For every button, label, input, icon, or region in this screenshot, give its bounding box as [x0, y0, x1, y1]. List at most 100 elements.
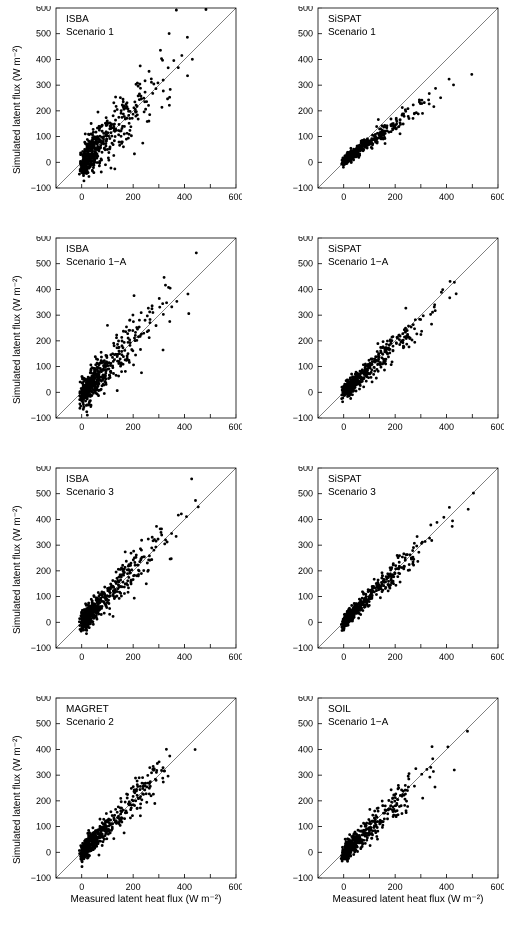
svg-text:600: 600 [228, 882, 242, 892]
svg-text:400: 400 [36, 284, 51, 294]
svg-text:600: 600 [298, 236, 313, 243]
svg-text:−100: −100 [293, 183, 313, 193]
svg-text:600: 600 [490, 422, 504, 432]
svg-text:200: 200 [388, 422, 403, 432]
y-axis-label: Simulated latent flux (W m⁻²) [12, 735, 23, 864]
svg-text:0: 0 [341, 192, 346, 202]
svg-text:200: 200 [126, 882, 141, 892]
svg-text:300: 300 [36, 540, 51, 550]
svg-text:100: 100 [298, 592, 313, 602]
svg-text:400: 400 [298, 54, 313, 64]
svg-text:600: 600 [298, 696, 313, 703]
svg-text:200: 200 [388, 652, 403, 662]
y-axis-label: Simulated latent flux (W m⁻²) [12, 505, 23, 634]
scatter-panel: 0200400600−1000100200300400500600ISBASce… [56, 468, 236, 648]
svg-text:−100: −100 [293, 413, 313, 423]
panel-title-model: SiSPAT [328, 244, 362, 255]
panel-title-scenario: Scenario 2 [66, 717, 114, 728]
svg-text:300: 300 [298, 80, 313, 90]
scatter-panel: 0200400600−1000100200300400500600MAGRETS… [56, 698, 236, 878]
svg-text:0: 0 [341, 652, 346, 662]
scatter-panel: 0200400600−1000100200300400500600ISBASce… [56, 238, 236, 418]
svg-text:200: 200 [388, 882, 403, 892]
panel-title-model: SiSPAT [328, 474, 362, 485]
scatter-plot: 0200400600−1000100200300400500600SiSPATS… [284, 6, 504, 216]
svg-text:0: 0 [46, 847, 51, 857]
svg-text:100: 100 [298, 822, 313, 832]
svg-text:600: 600 [36, 466, 51, 473]
panel-title-model: SOIL [328, 704, 351, 715]
svg-text:200: 200 [298, 566, 313, 576]
svg-text:100: 100 [36, 592, 51, 602]
svg-text:0: 0 [308, 617, 313, 627]
svg-text:400: 400 [177, 882, 192, 892]
x-axis-label: Measured latent heat flux (W m⁻²) [56, 894, 236, 905]
svg-text:400: 400 [298, 284, 313, 294]
scatter-panel: 0200400600−1000100200300400500600SiSPATS… [318, 238, 498, 418]
svg-text:500: 500 [36, 29, 51, 39]
svg-text:200: 200 [126, 422, 141, 432]
panel-title-scenario: Scenario 3 [66, 487, 114, 498]
panel-title-model: SiSPAT [328, 14, 362, 25]
svg-text:0: 0 [308, 157, 313, 167]
scatter-points [340, 280, 457, 403]
svg-text:600: 600 [298, 6, 313, 13]
panel-title-model: ISBA [66, 14, 89, 25]
panel-title-model: ISBA [66, 474, 89, 485]
svg-text:300: 300 [36, 80, 51, 90]
svg-text:600: 600 [228, 192, 242, 202]
panel-title-scenario: Scenario 1−A [66, 257, 127, 268]
scatter-panel: 0200400600−1000100200300400500600SiSPATS… [318, 468, 498, 648]
svg-text:300: 300 [36, 770, 51, 780]
svg-text:200: 200 [298, 796, 313, 806]
svg-text:0: 0 [46, 157, 51, 167]
scatter-points [78, 478, 200, 636]
svg-text:600: 600 [36, 6, 51, 13]
svg-text:600: 600 [490, 652, 504, 662]
svg-text:500: 500 [36, 259, 51, 269]
panel-title-scenario: Scenario 1−A [328, 717, 389, 728]
svg-text:0: 0 [46, 387, 51, 397]
panel-title-scenario: Scenario 1 [328, 27, 376, 38]
svg-text:0: 0 [46, 617, 51, 627]
svg-text:500: 500 [298, 719, 313, 729]
svg-text:400: 400 [177, 652, 192, 662]
svg-text:0: 0 [79, 192, 84, 202]
svg-text:400: 400 [298, 514, 313, 524]
scatter-panel: 0200400600−1000100200300400500600SOILSce… [318, 698, 498, 878]
svg-text:300: 300 [36, 310, 51, 320]
svg-text:300: 300 [298, 540, 313, 550]
scatter-plot: 0200400600−1000100200300400500600ISBASce… [22, 466, 242, 676]
svg-text:−100: −100 [31, 873, 51, 883]
svg-text:−100: −100 [31, 413, 51, 423]
scatter-plot: 0200400600−1000100200300400500600SiSPATS… [284, 466, 504, 676]
svg-text:−100: −100 [31, 183, 51, 193]
svg-text:400: 400 [36, 744, 51, 754]
svg-text:400: 400 [439, 882, 454, 892]
svg-text:200: 200 [298, 106, 313, 116]
y-axis-label: Simulated latent flux (W m⁻²) [12, 45, 23, 174]
panel-title-scenario: Scenario 1−A [328, 257, 389, 268]
svg-text:200: 200 [36, 106, 51, 116]
scatter-points [78, 252, 197, 417]
x-axis-label: Measured latent heat flux (W m⁻²) [318, 894, 498, 905]
svg-text:400: 400 [177, 192, 192, 202]
svg-text:400: 400 [298, 744, 313, 754]
svg-text:0: 0 [79, 882, 84, 892]
panel-title-model: ISBA [66, 244, 89, 255]
svg-text:200: 200 [36, 336, 51, 346]
svg-text:0: 0 [341, 422, 346, 432]
svg-text:−100: −100 [293, 873, 313, 883]
svg-text:300: 300 [298, 310, 313, 320]
svg-text:500: 500 [36, 719, 51, 729]
panel-title-model: MAGRET [66, 704, 109, 715]
svg-text:600: 600 [490, 192, 504, 202]
svg-text:500: 500 [298, 29, 313, 39]
svg-text:500: 500 [298, 489, 313, 499]
panel-title-scenario: Scenario 1 [66, 27, 114, 38]
svg-text:600: 600 [298, 466, 313, 473]
svg-text:400: 400 [439, 192, 454, 202]
scatter-plot: 0200400600−1000100200300400500600ISBASce… [22, 236, 242, 446]
svg-text:500: 500 [298, 259, 313, 269]
svg-text:300: 300 [298, 770, 313, 780]
